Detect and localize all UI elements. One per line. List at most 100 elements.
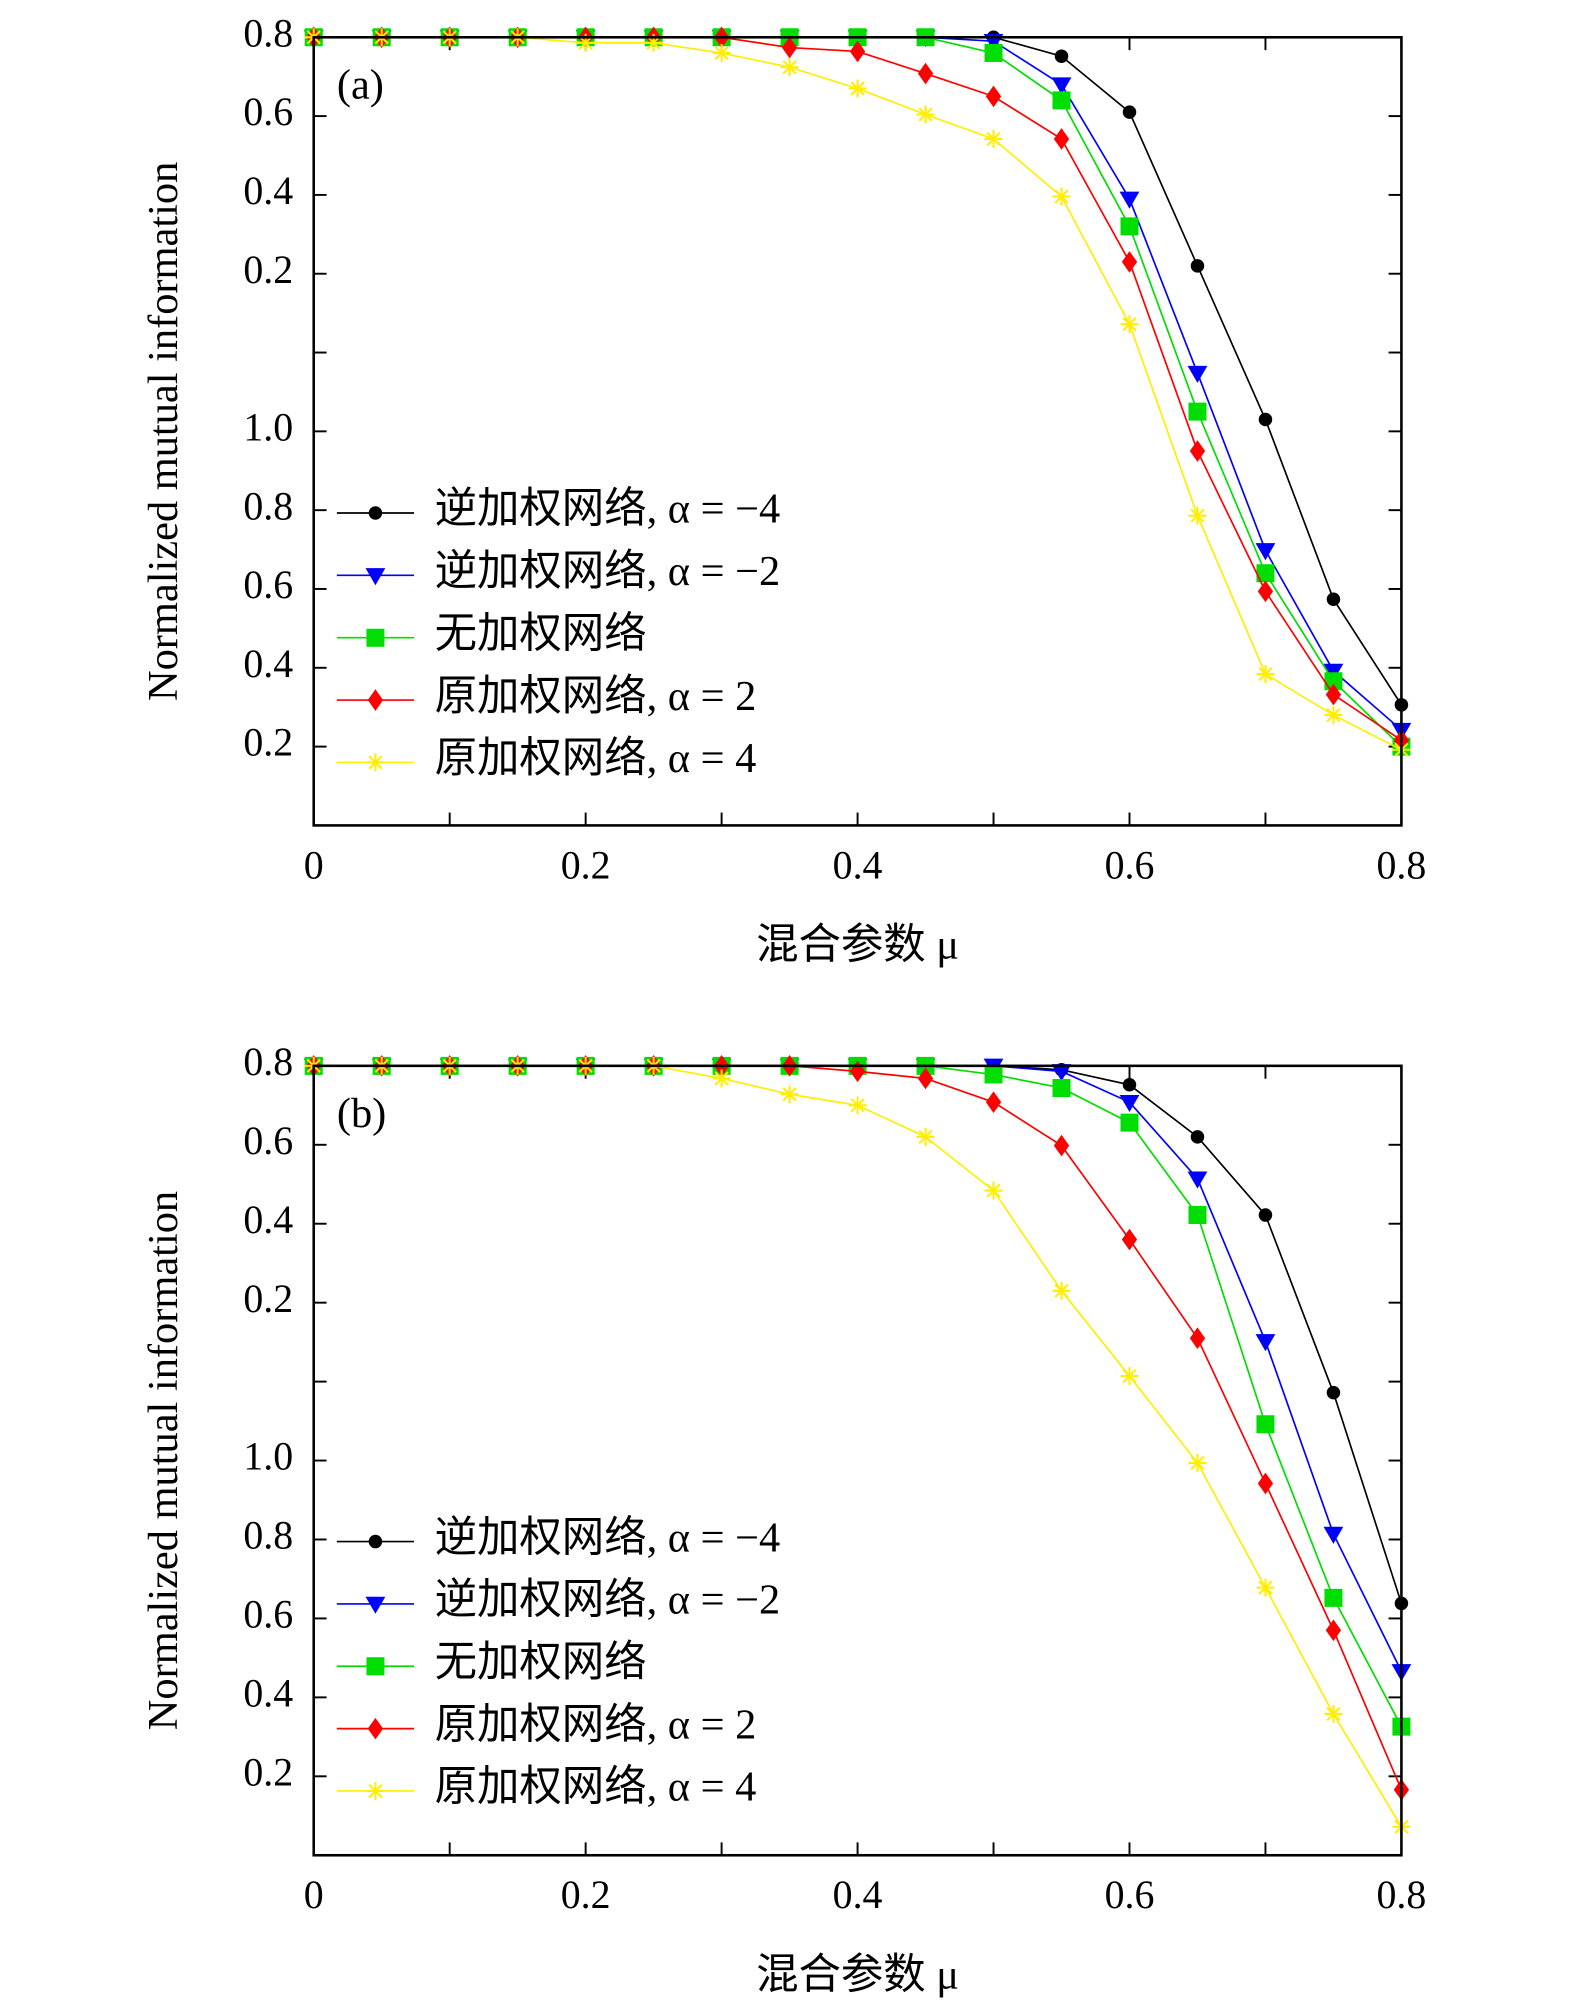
data-point [1052,1078,1071,1097]
star-stroke [918,1129,933,1144]
star-stroke [782,60,797,75]
data-point [1324,1704,1343,1723]
star-stroke [986,131,1001,147]
star-stroke [368,1783,383,1799]
legend-text: 无加权网络 [435,610,647,657]
legend-text: 无加权网络 [435,1639,647,1686]
data-point [1325,1619,1342,1642]
legend-marker [367,1717,384,1740]
data-point [1120,1367,1139,1386]
y-tick-label: 0.6 [243,562,293,607]
data-point [1053,128,1070,150]
data-point [1326,1385,1341,1400]
data-point [1051,1064,1072,1082]
star-stroke [368,755,383,770]
data-point [1051,77,1072,95]
data-point [1121,251,1138,273]
data-point [1324,706,1343,725]
plot-frame [312,35,1403,827]
data-point [984,44,1003,63]
star-stroke [1326,1706,1341,1722]
panel-label: (a) [337,61,384,108]
data-point [848,1096,867,1115]
x-tick-label: 0.2 [561,842,611,887]
legend-marker [368,506,383,520]
data-point [1052,91,1071,110]
legend-text: 逆加权网络, α = −2 [435,1577,781,1624]
y-tick-label: 0.2 [243,247,293,292]
series-line [313,36,1403,706]
y-axis-label: Normalized mutual information [140,1191,187,1730]
data-point [1255,1334,1276,1352]
data-point [712,44,731,63]
data-point [985,85,1002,108]
data-point [1257,580,1274,603]
y-tick-label: 0.2 [243,720,293,765]
panel-label: (b) [337,1090,386,1137]
x-tick-label: 0 [304,1872,324,1917]
star-stroke [1190,508,1205,523]
data-point [1323,1526,1344,1544]
star-stroke [1122,1368,1137,1384]
legend-text: 逆加权网络, α = −4 [435,1514,781,1561]
y-tick-label: 0.8 [243,1039,293,1084]
data-point [916,105,935,124]
data-point [1189,1327,1206,1349]
data-point [1256,564,1275,583]
legend-text: 逆加权网络, α = −2 [435,548,781,595]
data-point [1120,315,1139,334]
data-point [1189,440,1206,462]
star-stroke [986,1183,1001,1198]
x-axis-label: 混合参数 μ [756,1951,959,1998]
star-stroke [1326,707,1341,723]
star-stroke [714,45,729,61]
star-stroke [1258,1580,1273,1595]
data-point [1188,506,1207,525]
data-point [780,1085,799,1104]
legend-marker [366,1781,385,1800]
data-point [712,1069,731,1088]
data-point [917,1067,934,1090]
legend-marker [366,628,385,647]
data-point [1188,1206,1207,1225]
x-tick-label: 0.4 [833,842,883,887]
legend-text: 原加权网络, α = 2 [435,673,757,720]
data-point [1120,1113,1139,1132]
legend-text: 原加权网络, α = 4 [435,1764,757,1811]
data-point [917,62,934,85]
x-tick-label: 0.4 [833,1872,883,1917]
data-point [1187,365,1208,383]
data-point [1190,1130,1205,1144]
data-point [1053,1134,1070,1157]
x-tick-label: 0 [304,842,324,887]
data-point [1256,1415,1275,1434]
star-stroke [850,1098,865,1113]
y-tick-label: 1.0 [243,404,293,449]
y-tick-label: 0.4 [243,1197,293,1242]
y-tick-label: 0.6 [243,89,293,134]
legend-marker [365,568,386,586]
data-point [1326,592,1341,606]
plot-frame [312,1064,1403,1857]
y-tick-label: 0.2 [243,1276,293,1321]
star-stroke [1258,667,1273,682]
y-tick-label: 0.4 [243,641,293,686]
data-point [781,36,798,59]
data-point [1122,105,1137,119]
legend-text: 原加权网络, α = 2 [435,1701,757,1748]
data-point [984,1181,1003,1200]
data-point [780,58,799,77]
data-point [1119,191,1140,209]
data-point [1258,1208,1273,1222]
y-tick-label: 0.4 [243,168,293,213]
data-point [1119,1094,1140,1113]
data-point [985,1091,1002,1113]
y-tick-label: 0.2 [243,1749,293,1794]
data-point [1324,1588,1343,1607]
star-stroke [714,1071,729,1086]
legend-marker [365,1596,386,1614]
y-tick-label: 0.8 [243,483,293,528]
star-stroke [1122,317,1137,332]
y-tick-label: 0.8 [243,1513,293,1558]
